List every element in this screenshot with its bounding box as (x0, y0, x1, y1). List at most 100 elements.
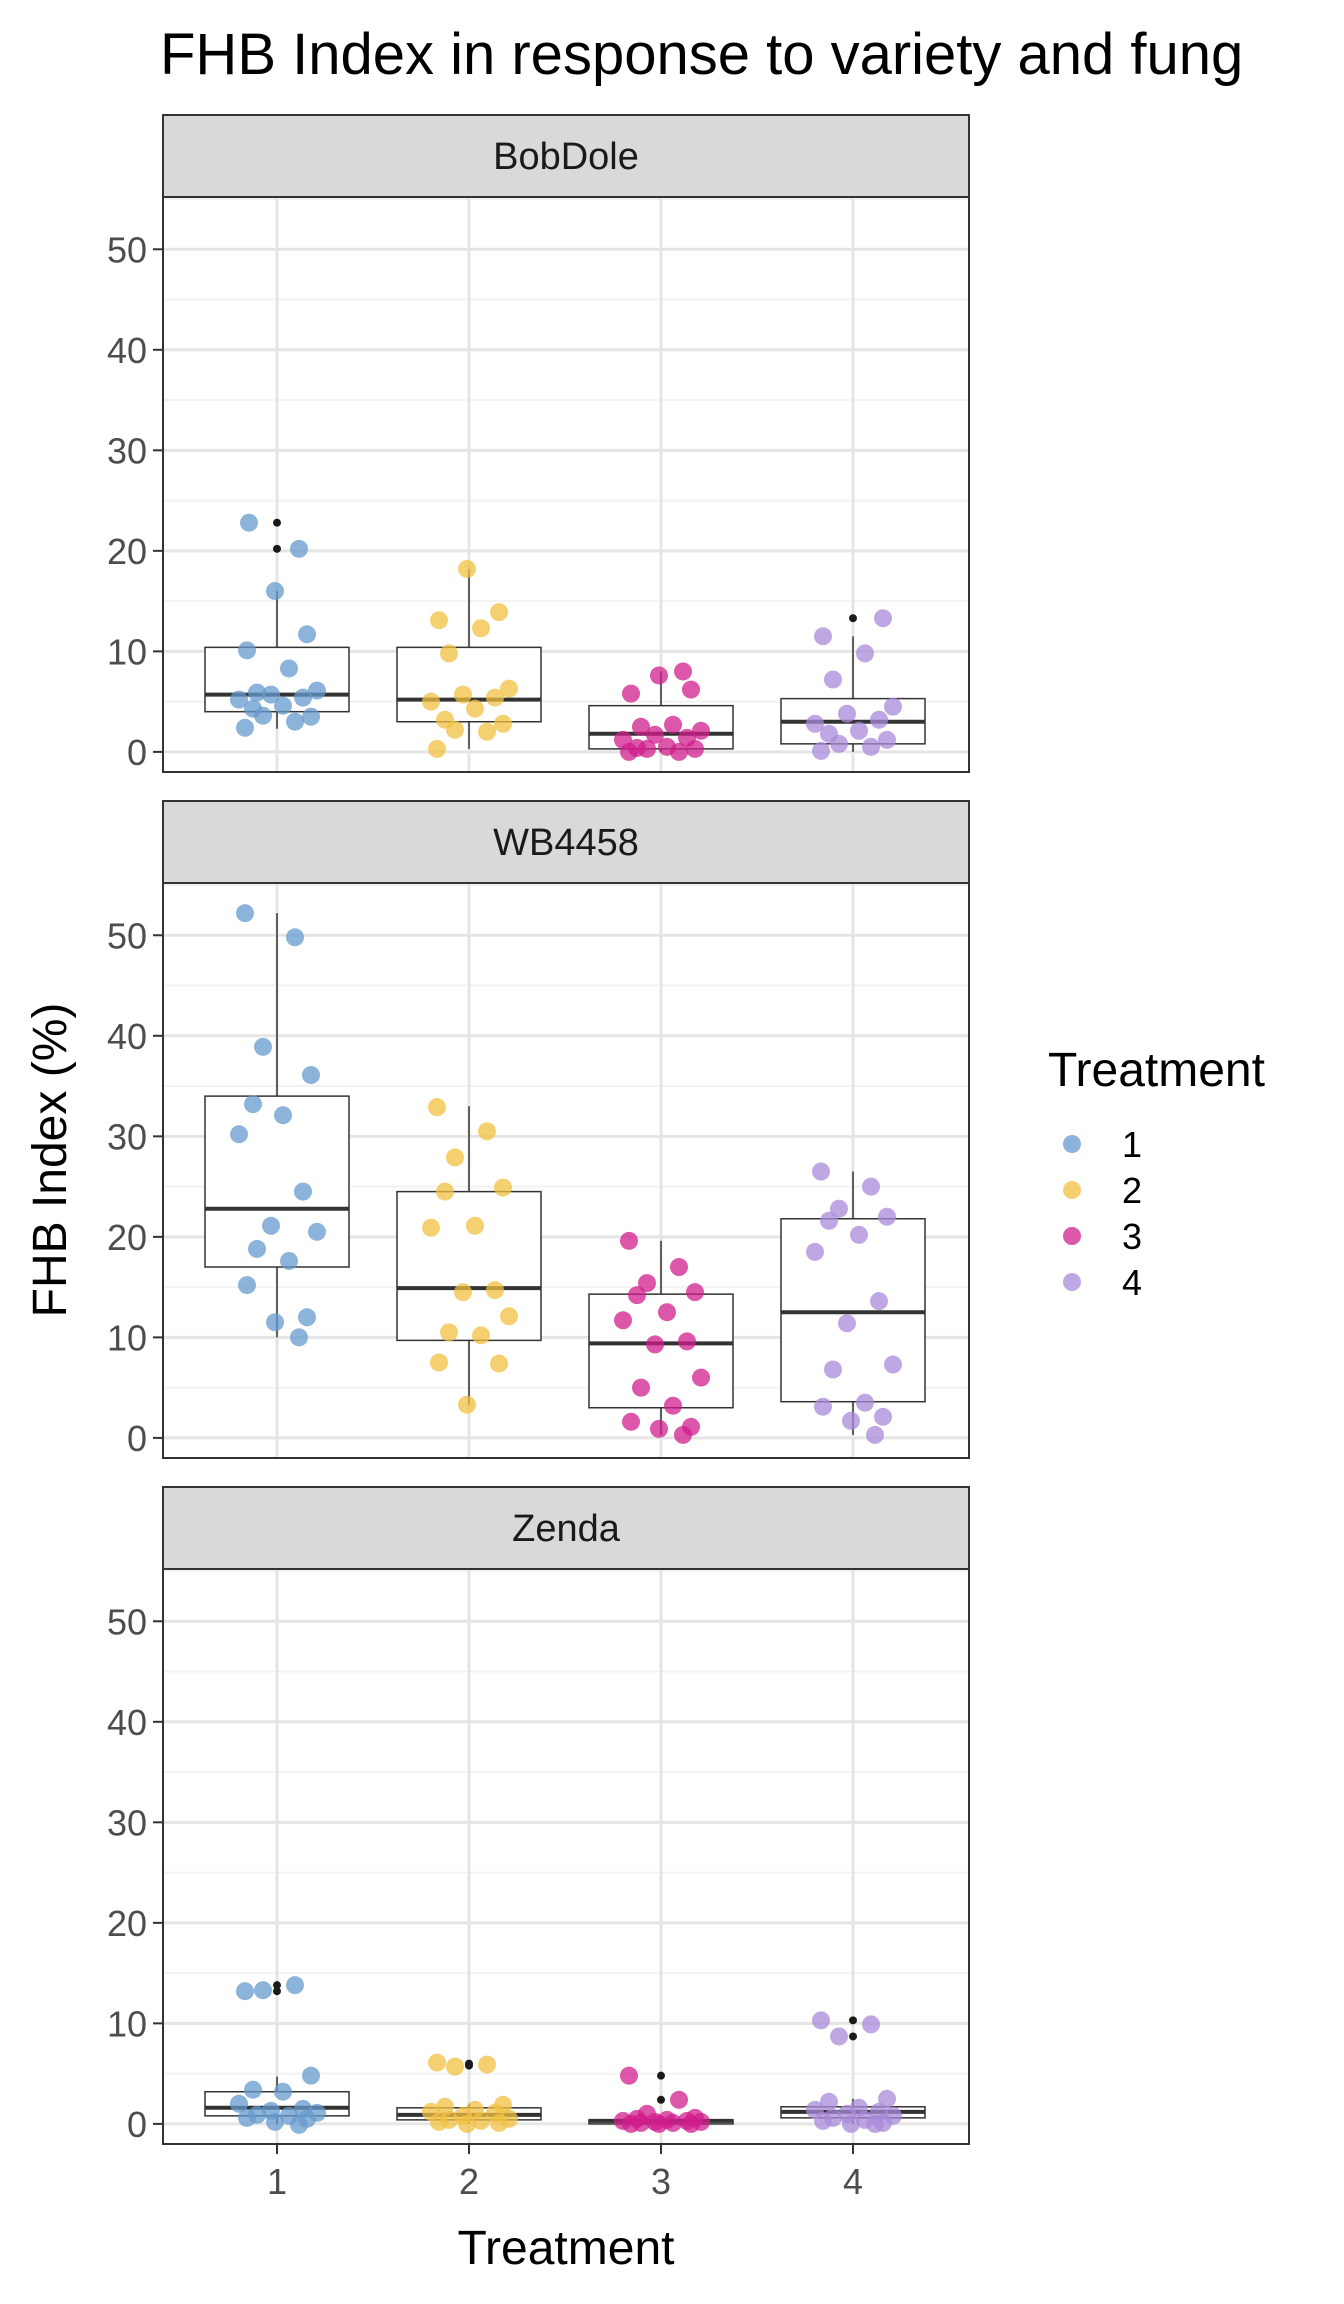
data-point (490, 2113, 508, 2132)
data-point (646, 1335, 664, 1354)
data-point (486, 688, 504, 707)
legend-key-1 (1063, 1135, 1081, 1153)
data-point (274, 696, 292, 715)
legend-label-1: 1 (1122, 1124, 1142, 1165)
y-tick-label: 40 (107, 330, 147, 371)
data-point (812, 741, 830, 760)
data-point (446, 2057, 464, 2076)
data-point (628, 738, 646, 757)
y-tick-label: 0 (127, 732, 147, 773)
data-point (298, 625, 316, 644)
y-tick-label: 10 (107, 2003, 147, 2044)
data-point (870, 1292, 888, 1311)
data-point (814, 627, 832, 646)
data-point (686, 1283, 704, 1302)
data-point (806, 714, 824, 733)
y-tick-label: 20 (107, 1217, 147, 1258)
data-point (500, 1307, 518, 1326)
facet-panel-zenda: Zenda 0 10 20 30 40 50 1 2 3 4 (107, 1486, 970, 2202)
data-point (812, 2011, 830, 2030)
data-point (638, 1274, 656, 1293)
data-point (238, 1276, 256, 1295)
box-outlier (273, 1981, 281, 1990)
facet-strip (162, 800, 970, 884)
data-point (286, 1976, 304, 1995)
data-point (238, 2108, 256, 2127)
data-point (678, 728, 696, 747)
data-point (244, 699, 262, 718)
y-tick-label: 40 (107, 1702, 147, 1743)
data-point (466, 1216, 484, 1235)
data-point (458, 559, 476, 578)
data-point (294, 688, 312, 707)
data-point (670, 2090, 688, 2109)
box-outlier (657, 2071, 665, 2080)
facet-panels: BobDole01020304050WB445801020304050Zenda… (107, 114, 970, 2202)
data-point (486, 1281, 504, 1300)
data-point (850, 1225, 868, 1244)
x-tick-label: 4 (843, 2161, 863, 2202)
data-point (664, 1396, 682, 1415)
x-tick-label: 3 (651, 2161, 671, 2202)
legend-key-2 (1063, 1181, 1081, 1199)
data-point (302, 707, 320, 726)
data-point (280, 659, 298, 678)
data-point (248, 683, 266, 702)
data-point (454, 1283, 472, 1302)
data-point (236, 718, 254, 737)
data-point (884, 1355, 902, 1374)
data-point (658, 737, 676, 756)
data-point (494, 1178, 512, 1197)
box-iqr (396, 1190, 542, 1342)
legend-title: Treatment (1048, 1044, 1265, 1097)
facet-strip-label: Zenda (512, 1508, 621, 1550)
data-point (266, 1313, 284, 1332)
facet-strip-label: WB4458 (493, 822, 639, 864)
y-tick-label: 50 (107, 915, 147, 956)
data-point (870, 710, 888, 729)
data-point (628, 1286, 646, 1305)
data-point (440, 644, 458, 663)
facet-strip (162, 1486, 970, 1570)
legend-key-3 (1063, 1227, 1081, 1245)
data-point (458, 1395, 476, 1414)
y-tick-label: 10 (107, 631, 147, 672)
data-point (430, 611, 448, 630)
data-point (302, 2066, 320, 2085)
data-point (806, 1242, 824, 1261)
data-point (308, 681, 326, 700)
data-point (458, 2114, 476, 2133)
data-point (262, 685, 280, 704)
data-point (494, 714, 512, 733)
facet-strip (162, 114, 970, 198)
data-point (286, 712, 304, 731)
data-point (500, 679, 518, 698)
panel-border (162, 196, 970, 773)
data-point (290, 2115, 308, 2134)
data-point (230, 1125, 248, 1144)
data-point (244, 2080, 262, 2099)
data-point (874, 1407, 892, 1426)
data-point (884, 697, 902, 716)
data-point (878, 730, 896, 749)
data-point (878, 2089, 896, 2108)
data-point (842, 1411, 860, 1430)
data-point (620, 2066, 638, 2085)
data-point (266, 582, 284, 601)
data-point (466, 699, 484, 718)
data-point (866, 1425, 884, 1444)
y-tick-label: 50 (107, 229, 147, 270)
data-point (838, 1314, 856, 1333)
data-point (262, 1216, 280, 1235)
data-point (682, 2114, 700, 2133)
data-point (622, 1412, 640, 1431)
y-tick-label: 30 (107, 1116, 147, 1157)
box-outlier (849, 2016, 857, 2025)
box-outlier (465, 2059, 473, 2068)
data-point (244, 1095, 262, 1114)
data-point (446, 1148, 464, 1167)
facet-panel-bobdole: BobDole 0 10 20 30 40 50 (107, 114, 970, 773)
data-point (614, 730, 632, 749)
data-point (878, 1207, 896, 1226)
